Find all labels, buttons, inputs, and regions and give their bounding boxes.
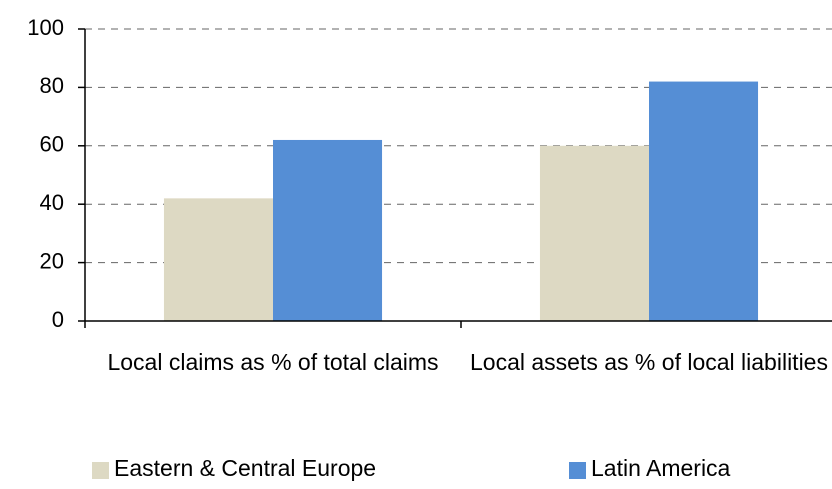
bar — [163, 198, 273, 321]
bar — [649, 81, 759, 321]
y-tick-label: 60 — [40, 132, 64, 157]
legend-label: Eastern & Central Europe — [114, 455, 377, 481]
bar — [539, 145, 649, 321]
legend-swatch — [569, 462, 586, 479]
y-tick-label: 40 — [40, 190, 64, 215]
bar — [273, 139, 383, 321]
y-tick-label: 0 — [52, 307, 64, 332]
legend-label: Latin America — [591, 455, 731, 481]
x-tick-label: Local assets as % of local liabilities — [470, 349, 828, 375]
y-tick-label: 100 — [27, 15, 64, 40]
x-tick-label: Local claims as % of total claims — [107, 349, 439, 375]
y-tick-label: 20 — [40, 248, 64, 273]
legend-swatch — [92, 462, 109, 479]
y-tick-label: 80 — [40, 73, 64, 98]
